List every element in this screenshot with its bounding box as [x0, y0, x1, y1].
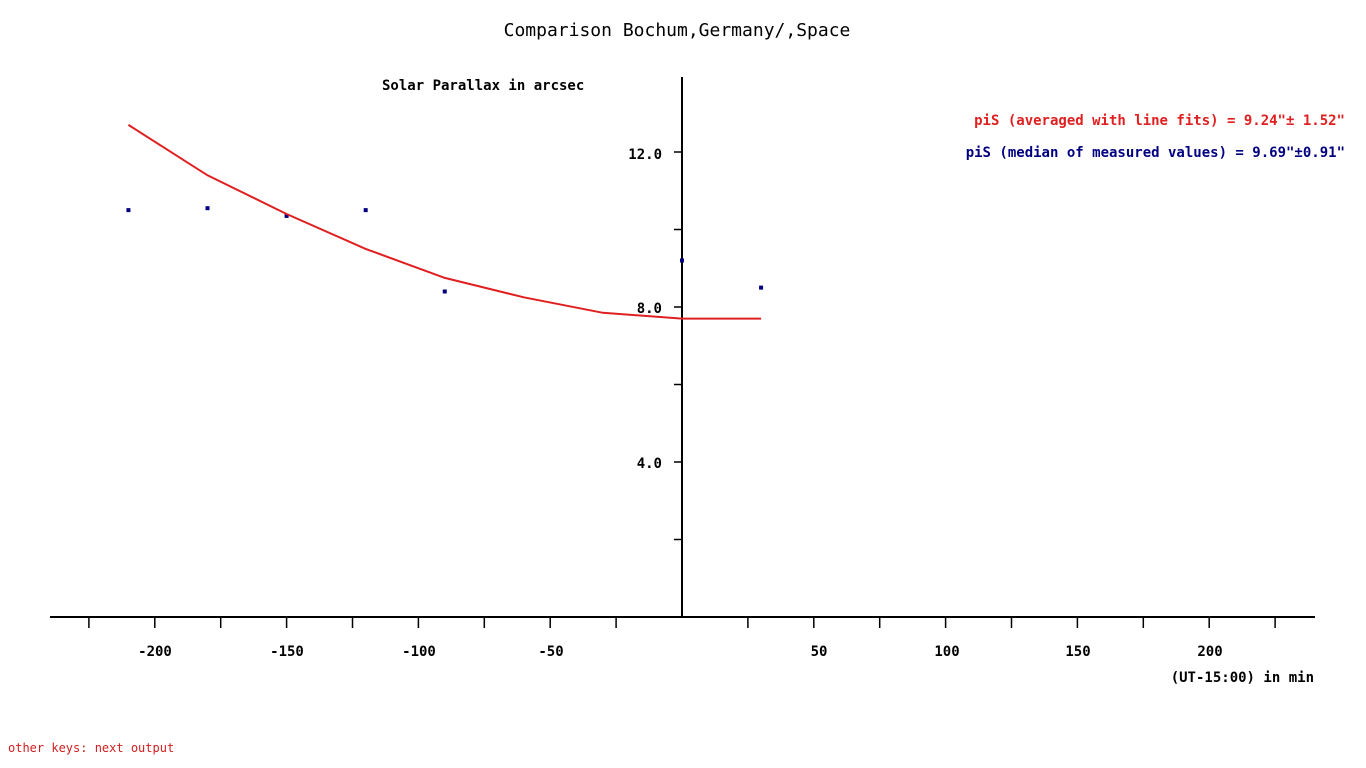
x-axis-label: (UT-15:00) in min [1171, 670, 1314, 686]
data-point [680, 258, 684, 263]
annotation-median: piS (median of measured values) = 9.69"±… [966, 145, 1345, 161]
x-tick-label: -150 [270, 644, 304, 660]
data-point [284, 213, 289, 218]
x-tick-label: -50 [538, 644, 563, 660]
chart-title: Comparison Bochum,Germany/,Space [504, 20, 851, 41]
x-tick-label: 50 [811, 644, 828, 660]
data-point [205, 206, 210, 211]
x-tick-labels: -200 -150 -100 -50 50 100 150 200 [138, 644, 1223, 660]
footer-hint: other keys: next output [8, 741, 175, 755]
x-tick-label: 150 [1065, 644, 1090, 660]
data-point [442, 289, 447, 294]
annotation-line-fit: piS (averaged with line fits) = 9.24"± 1… [974, 113, 1345, 129]
y-tick-label: 12.0 [628, 147, 662, 163]
series-layer [126, 124, 764, 320]
x-tick-label: 100 [934, 644, 959, 660]
y-ticks [674, 151, 682, 541]
fit-line [127, 124, 762, 320]
data-point [126, 208, 131, 213]
y-tick-label: 4.0 [637, 456, 662, 472]
x-tick-label: -100 [402, 644, 436, 660]
y-axis-label: Solar Parallax in arcsec [382, 78, 584, 94]
x-ticks [88, 617, 1276, 628]
y-tick-label: 8.0 [637, 301, 662, 317]
data-point [759, 285, 764, 290]
x-tick-label: -200 [138, 644, 172, 660]
data-point [363, 208, 368, 213]
y-tick-labels: 12.0 8.0 4.0 [628, 147, 662, 472]
x-tick-label: 200 [1197, 644, 1222, 660]
